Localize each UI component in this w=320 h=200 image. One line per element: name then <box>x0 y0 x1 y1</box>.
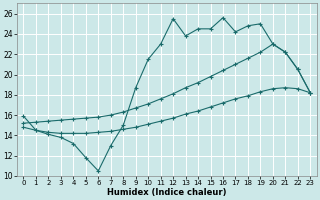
X-axis label: Humidex (Indice chaleur): Humidex (Indice chaleur) <box>107 188 227 197</box>
